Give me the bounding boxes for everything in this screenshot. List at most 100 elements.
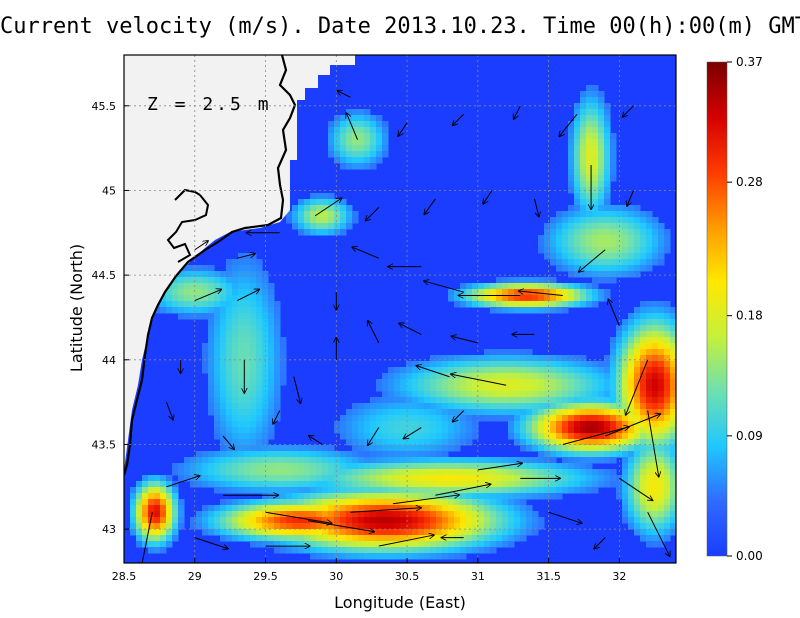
heatmap-cell <box>538 361 545 368</box>
heatmap-cell <box>514 499 521 506</box>
heatmap-cell <box>418 403 425 410</box>
heatmap-cell <box>352 151 359 158</box>
heatmap-cell <box>448 517 455 524</box>
heatmap-cell <box>622 505 629 512</box>
heatmap-cell <box>436 427 443 434</box>
heatmap-cell <box>646 301 653 308</box>
heatmap-cell <box>382 127 389 134</box>
heatmap-cell <box>388 499 395 506</box>
velocity-arrow <box>424 281 464 293</box>
heatmap-cell <box>472 403 479 410</box>
heatmap-cell <box>616 241 623 248</box>
heatmap-cell <box>442 397 449 404</box>
heatmap-cell <box>628 505 635 512</box>
heatmap-cell <box>388 511 395 518</box>
heatmap-cell <box>562 481 569 488</box>
heatmap-cell <box>244 283 251 290</box>
heatmap-cell <box>448 397 455 404</box>
heatmap-cell <box>448 487 455 494</box>
heatmap-cell <box>184 283 191 290</box>
grid <box>124 55 676 563</box>
heatmap-cell <box>220 289 227 296</box>
heatmap-cell <box>514 493 521 500</box>
heatmap-cell <box>508 349 515 356</box>
heatmap-cell <box>604 157 611 164</box>
heatmap-cell <box>622 433 629 440</box>
heatmap-cell <box>310 217 317 224</box>
heatmap-cell <box>664 427 671 434</box>
heatmap-cell <box>508 421 515 428</box>
heatmap-cell <box>604 415 611 422</box>
heatmap-cell <box>370 481 377 488</box>
heatmap-cell <box>316 481 323 488</box>
heatmap-cell <box>298 463 305 470</box>
heatmap-cell <box>130 523 137 530</box>
heatmap-cell <box>166 307 173 314</box>
heatmap-cell <box>382 403 389 410</box>
heatmap-cell <box>388 427 395 434</box>
heatmap-cell <box>232 517 239 524</box>
heatmap-cell <box>646 349 653 356</box>
heatmap-cell <box>622 271 629 278</box>
heatmap-cell <box>622 373 629 380</box>
heatmap-cell <box>220 421 227 428</box>
heatmap-cell <box>442 541 449 548</box>
heatmap-cell <box>388 415 395 422</box>
heatmap-cell <box>172 307 179 314</box>
heatmap-cell <box>412 379 419 386</box>
heatmap-cell <box>184 277 191 284</box>
heatmap-cell <box>328 541 335 548</box>
heatmap-cell <box>310 487 317 494</box>
heatmap-cell <box>538 487 545 494</box>
heatmap-cell <box>622 487 629 494</box>
heatmap-cell <box>628 457 635 464</box>
heatmap-cell <box>670 319 676 326</box>
heatmap-cell <box>484 361 491 368</box>
heatmap-cell <box>352 481 359 488</box>
heatmap-cell <box>400 523 407 530</box>
heatmap-cell <box>652 355 659 362</box>
heatmap-cell <box>400 421 407 428</box>
heatmap-cell <box>490 307 497 314</box>
velocity-arrow <box>579 249 606 272</box>
heatmap-cell <box>370 463 377 470</box>
heatmap-cell <box>352 523 359 530</box>
heatmap-cell <box>436 361 443 368</box>
heatmap-cell <box>232 337 239 344</box>
heatmap-cell <box>454 289 461 296</box>
heatmap-cell <box>466 427 473 434</box>
heatmap-cell <box>664 535 671 542</box>
heatmap-cell <box>442 367 449 374</box>
heatmap-cell <box>472 283 479 290</box>
heatmap-cell <box>520 361 527 368</box>
heatmap-cell <box>292 523 299 530</box>
heatmap-cell <box>640 487 647 494</box>
heatmap-cell <box>634 451 641 458</box>
heatmap-cell <box>382 475 389 482</box>
heatmap-cell <box>232 409 239 416</box>
heatmap-cell <box>484 517 491 524</box>
heatmap-cell <box>646 523 653 530</box>
heatmap-cell <box>166 535 173 542</box>
heatmap-cell <box>490 523 497 530</box>
heatmap-cell <box>514 283 521 290</box>
heatmap-cell <box>136 511 143 518</box>
heatmap-cell <box>604 409 611 416</box>
heatmap-cell <box>442 487 449 494</box>
heatmap-cell <box>292 211 299 218</box>
heatmap-cell <box>592 391 599 398</box>
heatmap-cell <box>652 409 659 416</box>
heatmap-cell <box>472 367 479 374</box>
heatmap-cell <box>406 403 413 410</box>
heatmap-cell <box>592 445 599 452</box>
heatmap-cell <box>388 517 395 524</box>
heatmap-cell <box>340 475 347 482</box>
heatmap-cell <box>508 481 515 488</box>
heatmap-cell <box>622 337 629 344</box>
heatmap-cell <box>388 481 395 488</box>
heatmap-cell <box>268 505 275 512</box>
heatmap-cell <box>376 151 383 158</box>
heatmap-cell <box>466 481 473 488</box>
heatmap-cell <box>298 469 305 476</box>
heatmap-cell <box>652 319 659 326</box>
